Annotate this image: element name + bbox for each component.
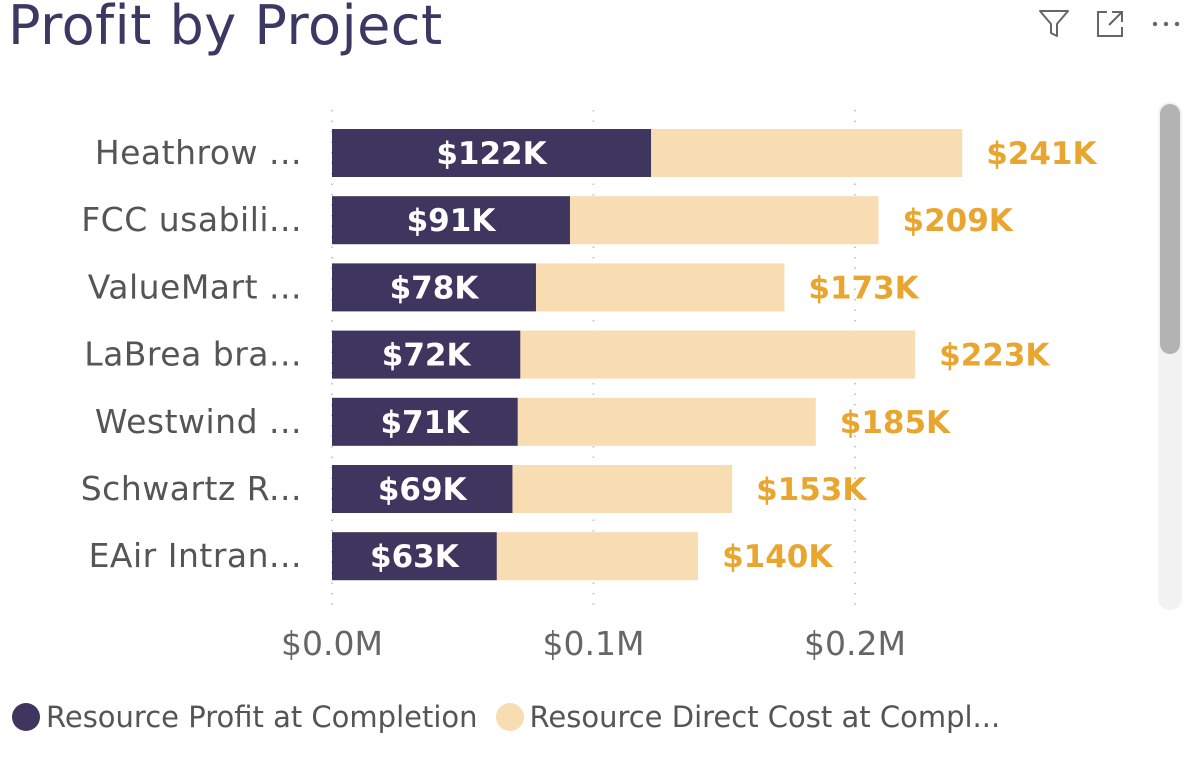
profit-data-label: $91K <box>407 203 497 239</box>
category-label: Westwind ... <box>95 402 302 441</box>
category-label: FCC usabili... <box>81 200 302 239</box>
direct-cost-data-label: $209K <box>903 203 1014 239</box>
profit-data-label: $122K <box>436 136 547 172</box>
direct-cost-data-label: $241K <box>986 136 1097 172</box>
direct-cost-data-label: $223K <box>939 338 1050 374</box>
bar-profit <box>332 196 570 245</box>
category-label: Schwartz R... <box>81 469 302 508</box>
category-label: Heathrow ... <box>95 133 302 172</box>
x-tick-label: $0.2M <box>804 624 906 663</box>
more-options-icon[interactable] <box>1146 4 1186 44</box>
bar-chart: $0.0M $0.1M $0.2M Heathrow ... $122K $241K FCC… <box>81 110 1097 663</box>
direct-cost-data-label: $140K <box>722 539 833 575</box>
scrollbar-thumb[interactable] <box>1160 104 1180 354</box>
chart-title: Profit by Project <box>8 0 443 57</box>
category-label: LaBrea bra... <box>84 335 302 374</box>
category-label: ValueMart ... <box>88 267 302 306</box>
category-label: EAir Intran... <box>89 536 302 575</box>
legend-item-profit[interactable]: Resource Profit at Completion <box>12 700 478 734</box>
x-tick-label: $0.0M <box>281 624 383 663</box>
profit-data-label: $71K <box>380 405 470 441</box>
legend-swatch-profit <box>12 703 40 731</box>
direct-cost-data-label: $173K <box>808 270 919 306</box>
bar-profit <box>332 397 518 446</box>
focus-mode-icon[interactable] <box>1090 4 1130 44</box>
bar-profit <box>332 532 497 581</box>
profit-data-label: $78K <box>390 270 480 306</box>
legend-label-direct-cost: Resource Direct Cost at Compl... <box>529 700 1001 734</box>
direct-cost-data-label: $185K <box>840 405 951 441</box>
bar-profit <box>332 129 652 177</box>
chart-legend: Resource Profit at Completion Resource D… <box>12 700 1190 734</box>
legend-label-profit: Resource Profit at Completion <box>46 700 478 734</box>
legend-item-direct-cost[interactable]: Resource Direct Cost at Compl... <box>495 700 1001 734</box>
profit-data-label: $63K <box>370 539 460 575</box>
profit-data-label: $69K <box>378 472 468 508</box>
bar-profit <box>332 465 513 513</box>
profit-data-label: $72K <box>382 338 472 374</box>
direct-cost-data-label: $153K <box>756 472 867 508</box>
filter-icon[interactable] <box>1034 4 1074 44</box>
x-tick-label: $0.1M <box>543 624 645 663</box>
legend-swatch-direct-cost <box>495 703 524 731</box>
visual-header-toolbar <box>1034 4 1186 44</box>
bar-profit <box>332 330 521 379</box>
bar-profit <box>332 263 536 312</box>
